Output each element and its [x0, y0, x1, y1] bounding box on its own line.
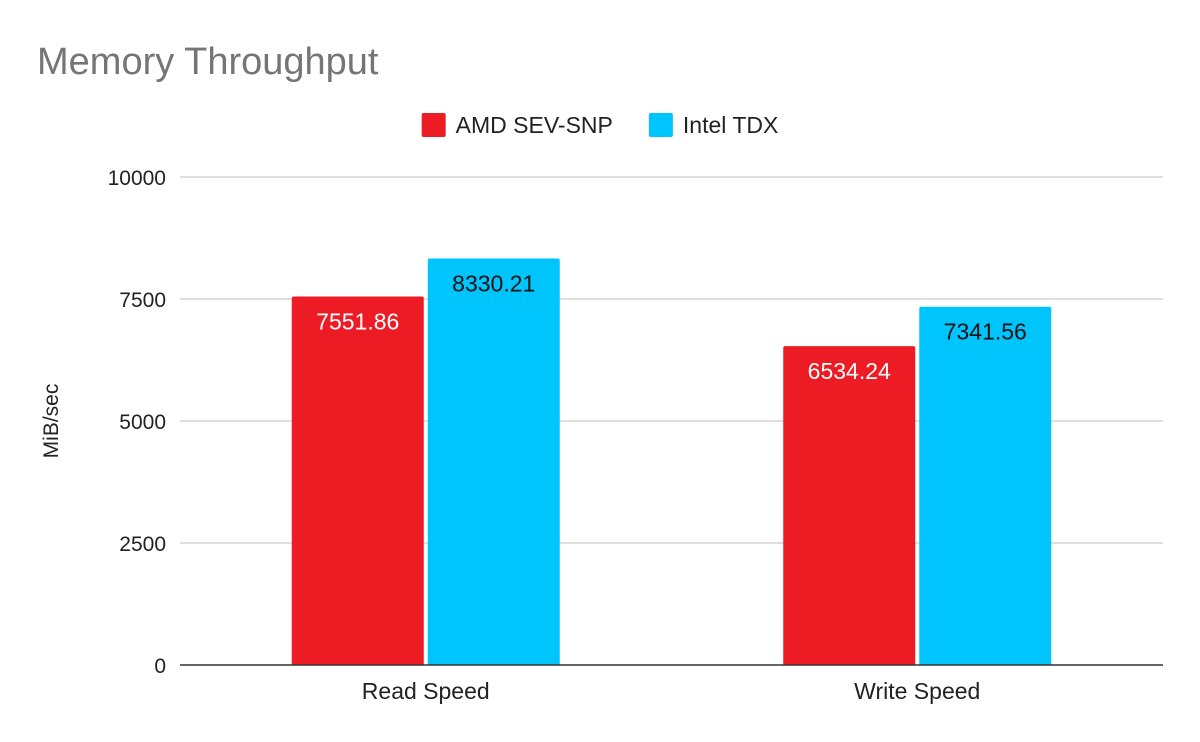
legend-item: Intel TDX [648, 112, 778, 138]
bar-intel-tdx-read-speed [427, 258, 560, 665]
bar-amd-sev-snp-read-speed [291, 296, 424, 665]
bar-intel-tdx-write-speed [919, 306, 1052, 665]
legend: AMD SEV-SNP Intel TDX [421, 112, 778, 138]
x-category-label: Write Speed [854, 678, 980, 704]
data-label: 6534.24 [808, 358, 891, 384]
data-label: 7551.86 [316, 308, 399, 334]
y-tick-label: 10000 [108, 167, 166, 190]
y-tick-label: 5000 [119, 411, 166, 434]
y-tick-label: 2500 [119, 533, 166, 556]
legend-item: AMD SEV-SNP [421, 112, 613, 138]
legend-label: Intel TDX [683, 112, 778, 138]
y-axis-ticks: 0 2500 5000 7500 10000 [108, 167, 166, 678]
y-axis-title: MiB/sec [40, 384, 63, 459]
x-axis-categories: Read Speed Write Speed [362, 678, 981, 704]
bar-amd-sev-snp-write-speed [783, 346, 916, 665]
bars [291, 258, 1052, 665]
x-category-label: Read Speed [362, 678, 490, 704]
chart-title: Memory Throughput [37, 41, 379, 83]
legend-label: AMD SEV-SNP [456, 112, 613, 138]
data-label: 7341.56 [944, 319, 1027, 345]
data-label: 8330.21 [452, 270, 535, 296]
y-tick-label: 7500 [119, 289, 166, 312]
y-tick-label: 0 [154, 655, 166, 678]
data-labels: 7551.86 8330.21 6534.24 7341.56 [316, 270, 1027, 384]
legend-swatch [421, 113, 446, 137]
legend-swatch [648, 113, 673, 137]
